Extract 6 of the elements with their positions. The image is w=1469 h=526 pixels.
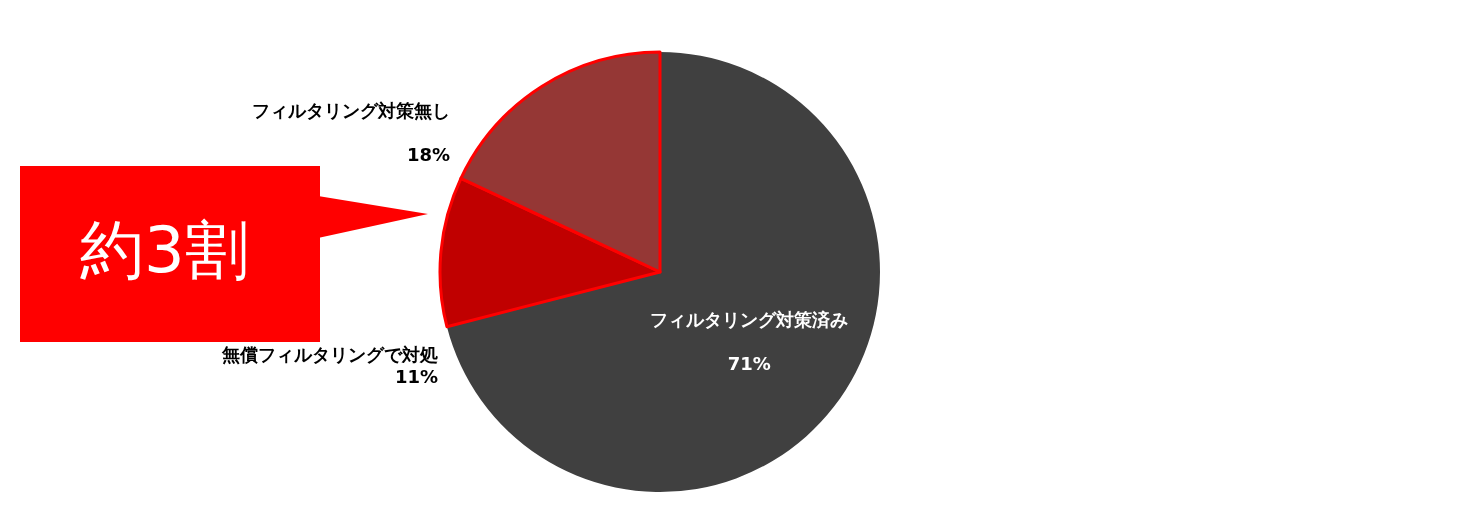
data-label: 18% bbox=[406, 143, 450, 165]
data-label: 71% bbox=[727, 352, 771, 374]
slice-label: フィルタリング対策無し bbox=[252, 99, 450, 121]
slice-label: フィルタリング対策済み bbox=[650, 308, 849, 330]
data-label: 11% bbox=[394, 365, 438, 387]
slice-label: 無償フィルタリングで対処 bbox=[221, 343, 438, 365]
